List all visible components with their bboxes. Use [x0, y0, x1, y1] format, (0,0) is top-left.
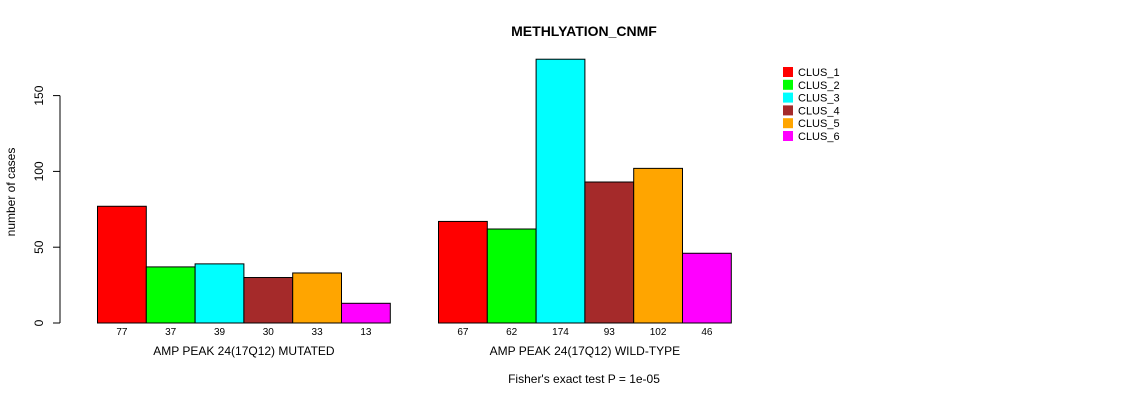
bars: 77 37 39 30 33 13 67 62 174 93 102 46 [97, 58, 732, 338]
legend-label: CLUS_1 [798, 67, 840, 79]
bar-clus-4 [584, 181, 635, 324]
bar-clus-1 [97, 205, 147, 324]
y-tick-label: 50 [32, 240, 46, 254]
bar-count-label: 93 [604, 327, 616, 338]
bar-count-label: 30 [263, 327, 275, 338]
bar-count-label: 174 [552, 327, 569, 338]
legend-swatch [783, 79, 793, 90]
bar-clus-3 [194, 263, 245, 324]
group-label: AMP PEAK 24(17Q12) WILD-TYPE [490, 344, 681, 358]
y-tick-label: 0 [32, 319, 46, 326]
legend-label: CLUS_6 [798, 131, 840, 143]
y-axis-label: number of cases [4, 148, 18, 237]
legend-swatch [783, 67, 793, 77]
bar-count-label: 77 [116, 327, 128, 338]
legend-swatch [783, 92, 793, 103]
bar-count-label: 67 [457, 327, 469, 338]
legend-swatch [783, 105, 793, 116]
bar-clus-5 [633, 167, 684, 324]
group-label: AMP PEAK 24(17Q12) MUTATED [153, 344, 335, 358]
group-labels: AMP PEAK 24(17Q12) MUTATED AMP PEAK 24(17… [153, 344, 680, 358]
bar-clus-1 [438, 220, 488, 324]
bar-clus-6 [682, 252, 732, 324]
bar-clus-4 [243, 277, 294, 324]
y-axis: 0 50 100 150 [32, 85, 61, 326]
bar-clus-2 [145, 266, 196, 324]
bar-count-label: 33 [312, 327, 324, 338]
bar-count-label: 46 [701, 327, 713, 338]
bar-count-label: 62 [506, 327, 518, 338]
bar-count-label: 102 [650, 327, 667, 338]
legend-label: CLUS_3 [798, 93, 840, 105]
bar-clus-3 [535, 58, 586, 324]
bar-count-label: 39 [214, 327, 226, 338]
legend-label: CLUS_2 [798, 80, 840, 92]
bar-clus-5 [292, 272, 343, 324]
legend-label: CLUS_4 [798, 105, 840, 117]
bar-clus-2 [486, 228, 537, 324]
legend-swatch [783, 131, 793, 141]
y-tick-label: 100 [32, 161, 46, 181]
chart-title: METHLYATION_CNMF [511, 23, 657, 39]
legend-label: CLUS_5 [798, 118, 840, 130]
fisher-test-note: Fisher's exact test P = 1e-05 [508, 372, 660, 386]
legend-swatch [783, 118, 793, 129]
bar-clus-6 [341, 302, 391, 324]
y-tick-label: 150 [32, 85, 46, 105]
bar-count-label: 37 [165, 327, 177, 338]
bar-count-label: 13 [360, 327, 372, 338]
